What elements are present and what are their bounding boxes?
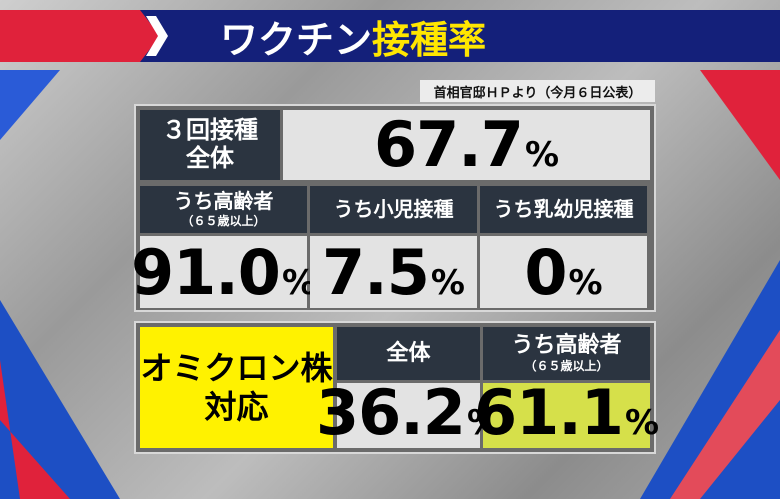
value-cell: 91.0% [131,236,316,308]
header-sublabel: （６５歳以上） [181,214,266,229]
title-part: 接種率 [372,17,487,62]
column-header: うち乳幼児接種 [480,186,647,233]
unit: % [524,135,560,175]
header-label: うち高齢者 [511,332,622,358]
value-cell: 67.7% [283,110,650,180]
value: 36.2 [315,376,466,449]
unit: % [624,403,660,443]
omicron-label: オミクロン株 対応 [140,327,333,448]
column-header: うち高齢者 （６５歳以上） [140,186,307,233]
header-label: うち乳幼児接種 [493,197,634,221]
value: 61.1 [473,376,624,449]
source-note: 首相官邸ＨＰより（今月６日公表） [420,80,655,102]
label-line: オミクロン株 [140,349,333,388]
value-cell: 7.5% [310,236,477,308]
column-header: うち小児接種 [310,186,477,233]
title: ワクチン 接種率 [220,12,486,62]
column-header: 全体 [337,327,480,380]
unit: % [430,263,465,303]
value: 0 [524,236,567,309]
label-line: 対応 [204,387,269,426]
header-sublabel: （６５歳以上） [524,359,609,374]
title-accent [0,10,168,62]
value: 67.7 [373,108,524,181]
column-header: うち高齢者 （６５歳以上） [483,327,650,380]
title-part: ワクチン [220,17,373,62]
value-cell: 36.2% [316,382,501,448]
value-cell: 0% [480,236,647,308]
value: 7.5 [322,236,430,309]
header-label: うち小児接種 [333,197,454,221]
row-label: ３回接種 全体 [140,110,280,180]
unit: % [568,263,603,303]
header-label: 全体 [386,340,431,366]
label-line: ３回接種 [162,116,258,145]
value-cell: 61.1% [474,382,659,448]
value: 91.0 [130,236,281,309]
label-line: 全体 [186,144,234,172]
header-label: うち高齢者 [173,189,274,214]
